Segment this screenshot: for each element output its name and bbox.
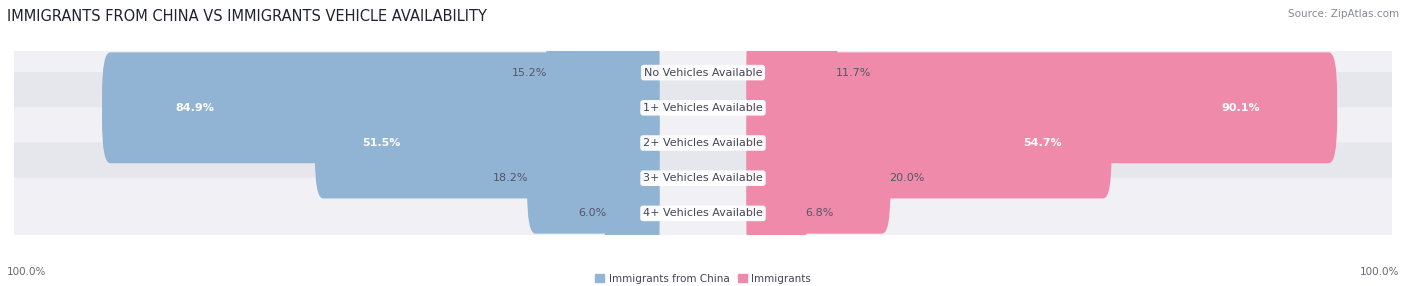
FancyBboxPatch shape [747,123,890,234]
Text: 90.1%: 90.1% [1222,103,1260,113]
FancyBboxPatch shape [11,142,1395,214]
FancyBboxPatch shape [11,37,1395,108]
Text: 51.5%: 51.5% [363,138,401,148]
Text: 15.2%: 15.2% [512,67,547,78]
Text: 20.0%: 20.0% [889,173,924,183]
Legend: Immigrants from China, Immigrants: Immigrants from China, Immigrants [591,269,815,286]
Text: 6.8%: 6.8% [804,208,834,219]
Text: No Vehicles Available: No Vehicles Available [644,67,762,78]
Text: 84.9%: 84.9% [176,103,214,113]
Text: 54.7%: 54.7% [1022,138,1062,148]
Text: 3+ Vehicles Available: 3+ Vehicles Available [643,173,763,183]
Text: Source: ZipAtlas.com: Source: ZipAtlas.com [1288,9,1399,19]
FancyBboxPatch shape [747,52,1337,163]
FancyBboxPatch shape [747,158,806,269]
Text: 4+ Vehicles Available: 4+ Vehicles Available [643,208,763,219]
FancyBboxPatch shape [546,17,659,128]
FancyBboxPatch shape [747,88,1112,198]
FancyBboxPatch shape [11,72,1395,144]
FancyBboxPatch shape [315,88,659,198]
Text: 6.0%: 6.0% [578,208,606,219]
Text: 100.0%: 100.0% [1360,267,1399,277]
FancyBboxPatch shape [11,107,1395,179]
FancyBboxPatch shape [527,123,659,234]
FancyBboxPatch shape [11,178,1395,249]
Text: 100.0%: 100.0% [7,267,46,277]
FancyBboxPatch shape [605,158,659,269]
Text: 2+ Vehicles Available: 2+ Vehicles Available [643,138,763,148]
FancyBboxPatch shape [747,17,838,128]
Text: 1+ Vehicles Available: 1+ Vehicles Available [643,103,763,113]
Text: 11.7%: 11.7% [837,67,872,78]
Text: IMMIGRANTS FROM CHINA VS IMMIGRANTS VEHICLE AVAILABILITY: IMMIGRANTS FROM CHINA VS IMMIGRANTS VEHI… [7,9,486,23]
FancyBboxPatch shape [103,52,659,163]
Text: 18.2%: 18.2% [494,173,529,183]
